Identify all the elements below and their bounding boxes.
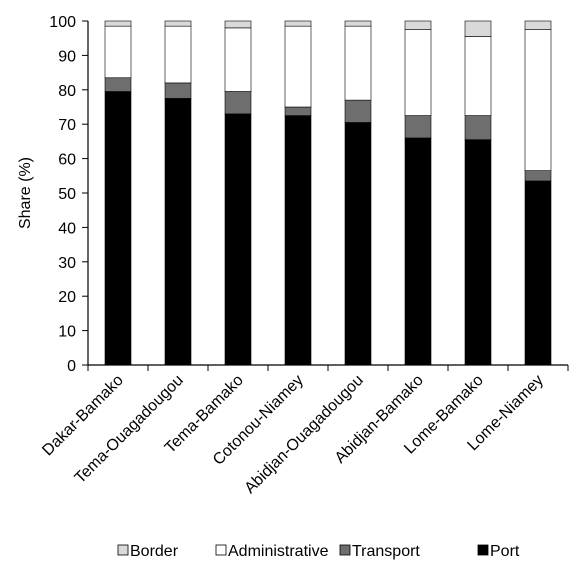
y-axis-title: Share (%) (17, 157, 34, 229)
bar-transport-abidjan-ouagadougou (344, 99, 372, 123)
y-tick-label: 80 (58, 83, 76, 100)
bar-administrative-cotonou-niamey (284, 25, 312, 108)
y-tick-label: 70 (58, 117, 76, 134)
bar-transport-tema-bamako (224, 91, 252, 115)
legend-label-border: Border (130, 543, 179, 560)
y-tick-label: 100 (49, 14, 76, 31)
bar-port-tema-bamako (224, 113, 252, 366)
bar-transport-abidjan-bamako (404, 115, 432, 139)
bar-transport-tema-ouagadougou (164, 82, 192, 99)
y-tick-label: 20 (58, 289, 76, 306)
bar-administrative-lome-niamey (524, 29, 552, 171)
bar-border-lome-bamako (464, 20, 492, 37)
bar-border-dakar-bamako (104, 20, 132, 27)
legend-label-transport: Transport (352, 543, 420, 560)
legend-swatch-port (477, 544, 489, 556)
x-axis-ticks: Dakar-BamakoTema-OuagadougouTema-BamakoC… (39, 372, 546, 497)
bars (104, 20, 552, 366)
y-axis-ticks: 0 10 20 30 40 50 60 70 80 90 100 (49, 14, 88, 375)
bar-administrative-tema-bamako (224, 27, 252, 92)
bar-transport-cotonou-niamey (284, 106, 312, 116)
x-tick-label: Tema-Ouagadougou (72, 372, 187, 487)
y-tick-label: 40 (58, 220, 76, 237)
legend-swatch-transport (339, 544, 351, 556)
y-tick-label: 90 (58, 48, 76, 65)
legend-swatch-administrative (215, 544, 227, 556)
legend-swatch-border (117, 544, 129, 556)
bar-port-tema-ouagadougou (164, 98, 192, 366)
legend-label-administrative: Administrative (228, 543, 329, 560)
bar-border-tema-ouagadougou (164, 20, 192, 27)
axes (87, 21, 569, 371)
legend-label-port: Port (490, 543, 520, 560)
y-tick-label: 0 (67, 358, 76, 375)
bar-transport-dakar-bamako (104, 77, 132, 92)
bar-port-lome-bamako (464, 139, 492, 366)
y-tick-label: 30 (58, 255, 76, 272)
bar-administrative-abidjan-bamako (404, 29, 432, 116)
bar-port-dakar-bamako (104, 91, 132, 366)
bar-administrative-lome-bamako (464, 36, 492, 116)
bar-port-cotonou-niamey (284, 115, 312, 366)
bar-border-lome-niamey (524, 20, 552, 30)
bar-administrative-dakar-bamako (104, 25, 132, 79)
bar-border-abidjan-ouagadougou (344, 20, 372, 27)
bar-transport-lome-bamako (464, 115, 492, 140)
bar-border-tema-bamako (224, 20, 252, 29)
bar-administrative-tema-ouagadougou (164, 25, 192, 84)
bar-port-abidjan-bamako (404, 137, 432, 366)
bar-border-abidjan-bamako (404, 20, 432, 30)
y-tick-label: 50 (58, 186, 76, 203)
x-tick-label: Abidjan-Ouagadougou (242, 372, 367, 497)
bar-port-lome-niamey (524, 180, 552, 366)
legend: Border Administrative Transport Port (117, 543, 520, 560)
y-tick-label: 10 (58, 324, 76, 341)
bar-administrative-abidjan-ouagadougou (344, 25, 372, 101)
y-tick-label: 60 (58, 152, 76, 169)
bar-port-abidjan-ouagadougou (344, 122, 372, 366)
bar-border-cotonou-niamey (284, 20, 312, 27)
bar-transport-lome-niamey (524, 170, 552, 182)
